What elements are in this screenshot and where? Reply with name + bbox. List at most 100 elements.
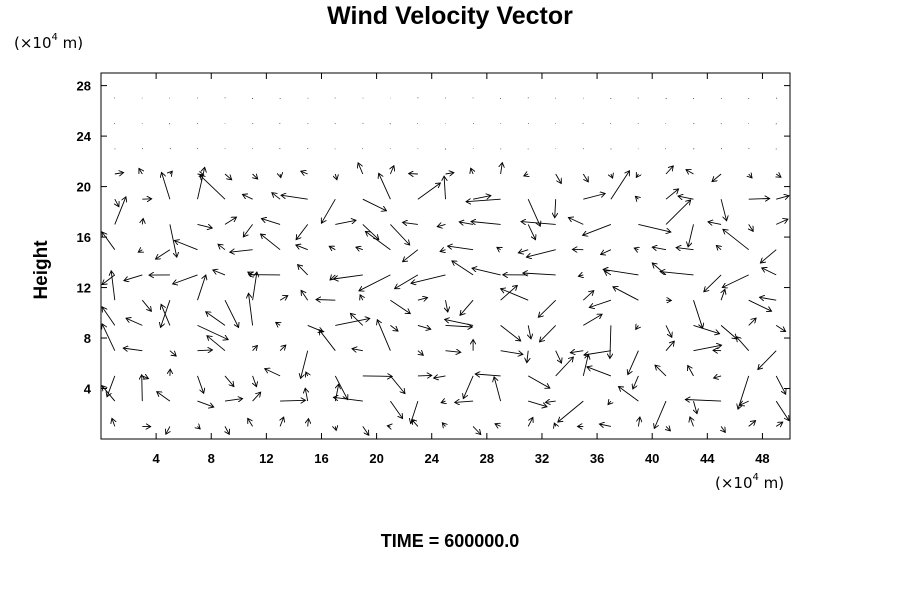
wind-vector	[613, 287, 639, 301]
wind-vector	[601, 249, 612, 255]
wind-vector	[253, 174, 258, 179]
wind-vector	[555, 199, 556, 218]
wind-vector	[253, 346, 258, 351]
wind-vector	[445, 325, 473, 327]
wind-vector	[720, 199, 727, 221]
x-axis-ticks: 4 8 12 16 20 24 28 32 36 40 44 48	[153, 73, 770, 466]
wind-vector	[417, 298, 428, 301]
wind-vector	[365, 231, 391, 251]
wind-vector	[276, 322, 280, 325]
wind-vector	[169, 224, 177, 257]
wind-vector	[524, 174, 528, 176]
wind-vector	[412, 419, 419, 427]
wind-vector	[261, 234, 281, 251]
wind-vector	[748, 299, 772, 311]
wind-vector	[335, 173, 337, 180]
x-tick-label: 12	[259, 451, 273, 466]
wind-vector	[748, 199, 770, 200]
wind-vector	[224, 173, 232, 180]
wind-vector	[472, 426, 481, 434]
x-tick-label: 48	[755, 451, 769, 466]
wind-vector	[161, 304, 171, 326]
x-tick-label: 36	[590, 451, 604, 466]
wind-vector	[636, 325, 639, 329]
wind-vector	[466, 199, 501, 202]
wind-vector	[335, 426, 336, 430]
wind-vector	[527, 224, 535, 239]
wind-vector	[723, 229, 749, 251]
wind-vector	[200, 175, 226, 200]
wind-vector	[403, 222, 418, 224]
wind-vector	[123, 348, 143, 351]
wind-vector	[665, 341, 674, 351]
wind-vector	[652, 263, 667, 276]
wind-vector	[248, 418, 253, 427]
wind-vector	[253, 375, 257, 387]
wind-vector	[102, 324, 116, 351]
wind-vector	[500, 325, 521, 341]
wind-vector	[527, 417, 533, 427]
wind-vector	[417, 325, 431, 329]
time-label: TIME = 600000.0	[380, 531, 520, 551]
wind-vector	[157, 392, 171, 402]
wind-vector	[301, 171, 308, 174]
wind-vector	[500, 350, 523, 355]
wind-vector	[418, 351, 423, 356]
wind-vector	[390, 166, 394, 175]
wind-vector	[301, 290, 309, 301]
wind-vector	[628, 350, 639, 375]
y-unit-prefix: (×10	[14, 34, 52, 52]
wind-vector	[379, 173, 391, 200]
y-tick-label: 12	[77, 281, 91, 296]
wind-vector	[169, 123, 171, 125]
wind-vector	[102, 307, 116, 326]
wind-vector	[501, 289, 529, 301]
wind-vector	[126, 318, 143, 326]
wind-vector	[776, 219, 788, 225]
wind-vector	[114, 197, 126, 225]
wind-vector	[308, 419, 309, 427]
wind-vector	[473, 196, 491, 200]
wind-vector	[665, 325, 672, 337]
wind-vector	[359, 274, 391, 291]
wind-vector	[578, 275, 583, 276]
wind-vector	[678, 196, 694, 199]
wind-vector	[528, 325, 531, 339]
wind-vector	[362, 376, 392, 377]
wind-vector	[775, 400, 789, 421]
wind-vector	[272, 193, 281, 200]
wind-vector	[230, 250, 253, 253]
wind-vector	[518, 250, 529, 253]
wind-vector	[619, 387, 639, 402]
wind-vector	[417, 375, 432, 376]
vector-field	[102, 97, 789, 436]
wind-vector	[301, 350, 309, 379]
y-tick-label: 28	[77, 79, 91, 94]
x-tick-label: 8	[208, 451, 215, 466]
wind-vector	[442, 423, 445, 427]
wind-vector	[685, 400, 722, 402]
wind-vector	[665, 189, 679, 200]
wind-vector	[693, 300, 703, 328]
plot-frame	[100, 72, 791, 440]
wind-vector	[634, 248, 638, 250]
wind-vector	[335, 220, 356, 225]
wind-vector	[694, 400, 698, 414]
wind-vector	[333, 274, 363, 279]
wind-vector	[545, 401, 556, 402]
wind-vector	[115, 198, 119, 207]
wind-vector	[471, 168, 473, 175]
wind-vector	[197, 375, 204, 393]
wind-vector	[281, 195, 308, 200]
wind-vector	[279, 296, 288, 301]
wind-vector	[720, 325, 737, 339]
wind-vector	[362, 224, 379, 239]
x-unit-suffix: m)	[758, 474, 785, 492]
wind-vector	[775, 422, 783, 426]
wind-vector	[445, 319, 474, 326]
wind-vector	[411, 400, 419, 424]
wind-vector	[111, 271, 116, 301]
wind-vector	[197, 324, 229, 339]
wind-vector	[527, 199, 540, 226]
